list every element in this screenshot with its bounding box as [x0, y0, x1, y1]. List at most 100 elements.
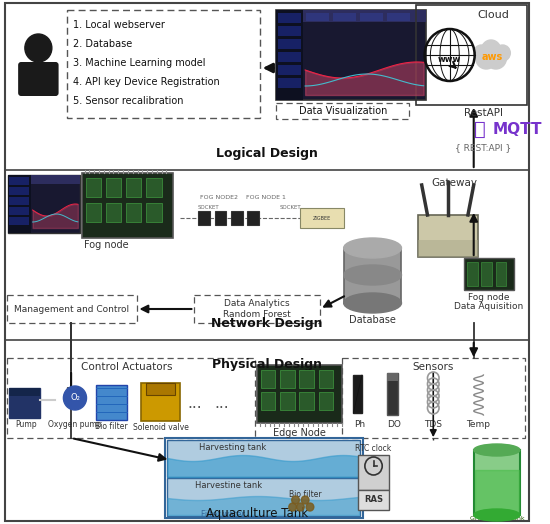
- Text: DO: DO: [387, 420, 401, 429]
- Bar: [167, 440, 360, 477]
- Bar: [86, 203, 101, 222]
- Bar: [67, 10, 260, 118]
- Bar: [306, 13, 329, 21]
- Bar: [106, 203, 121, 222]
- Bar: [276, 103, 409, 119]
- Bar: [126, 203, 141, 222]
- Text: Harvesting tank: Harvesting tank: [199, 443, 267, 452]
- Bar: [7, 358, 255, 438]
- Bar: [353, 375, 362, 413]
- Text: TDS: TDS: [424, 420, 442, 429]
- Bar: [387, 13, 410, 21]
- Bar: [278, 26, 301, 36]
- Bar: [9, 388, 40, 396]
- Circle shape: [296, 503, 304, 511]
- Text: aws: aws: [481, 52, 503, 62]
- Bar: [261, 370, 276, 388]
- Bar: [481, 262, 492, 286]
- Bar: [360, 13, 383, 21]
- Circle shape: [476, 47, 497, 69]
- Bar: [146, 383, 175, 395]
- Text: Temp: Temp: [466, 420, 491, 429]
- Bar: [9, 197, 29, 205]
- Text: ⦾: ⦾: [474, 120, 485, 139]
- Text: MQTT: MQTT: [493, 122, 542, 137]
- Text: FOG NODE2    FOG NODE 1: FOG NODE2 FOG NODE 1: [200, 195, 285, 200]
- Text: Oxygen pump: Oxygen pump: [48, 420, 102, 429]
- Ellipse shape: [344, 238, 402, 258]
- Text: SOCKET: SOCKET: [198, 205, 219, 210]
- Ellipse shape: [474, 444, 520, 456]
- Ellipse shape: [344, 265, 402, 285]
- Bar: [387, 373, 398, 415]
- Bar: [278, 65, 301, 75]
- Bar: [387, 373, 398, 381]
- Text: Bio filter: Bio filter: [289, 490, 321, 499]
- Text: 3. Machine Learning model: 3. Machine Learning model: [73, 58, 206, 68]
- Circle shape: [306, 503, 314, 511]
- Bar: [167, 478, 360, 516]
- Text: SOCKET: SOCKET: [280, 205, 301, 210]
- Text: { REST:API }: { REST:API }: [455, 143, 512, 152]
- Text: 2. Database: 2. Database: [73, 39, 133, 49]
- Text: Solenoid valve: Solenoid valve: [133, 423, 189, 432]
- Text: Pump: Pump: [15, 420, 37, 429]
- Ellipse shape: [344, 293, 402, 313]
- Bar: [299, 370, 314, 388]
- Bar: [278, 13, 301, 23]
- Bar: [474, 450, 520, 515]
- Text: Aquaculture Tank: Aquaculture Tank: [206, 507, 308, 520]
- Bar: [8, 175, 31, 233]
- Bar: [198, 211, 210, 225]
- Bar: [418, 215, 477, 257]
- Text: Gateway: Gateway: [431, 178, 477, 188]
- Bar: [82, 173, 173, 238]
- Text: Data Analytics
Random Forest: Data Analytics Random Forest: [223, 299, 291, 319]
- Bar: [231, 211, 243, 225]
- Bar: [416, 5, 527, 105]
- Text: Network Design: Network Design: [211, 317, 322, 330]
- Text: ...: ...: [214, 397, 229, 411]
- Circle shape: [485, 47, 507, 69]
- Bar: [358, 455, 389, 490]
- Text: RAS: RAS: [364, 496, 383, 505]
- Text: Control Actuators: Control Actuators: [81, 362, 173, 372]
- Bar: [278, 52, 301, 62]
- Text: ZIGBEE: ZIGBEE: [312, 215, 331, 221]
- Bar: [342, 358, 525, 438]
- Bar: [496, 262, 507, 286]
- Text: Data Aquisition: Data Aquisition: [454, 302, 524, 311]
- Bar: [9, 207, 29, 215]
- Bar: [278, 39, 301, 49]
- Text: Harvestine tank: Harvestine tank: [195, 481, 262, 490]
- Bar: [358, 490, 389, 510]
- Bar: [344, 248, 402, 303]
- Text: Data Visualization: Data Visualization: [299, 106, 387, 116]
- Bar: [276, 10, 426, 22]
- Circle shape: [301, 496, 309, 504]
- Bar: [96, 385, 127, 420]
- Bar: [7, 295, 136, 323]
- Ellipse shape: [474, 509, 520, 521]
- Text: O₂: O₂: [70, 394, 80, 402]
- Text: Database: Database: [349, 315, 396, 325]
- Text: 1. Local webserver: 1. Local webserver: [73, 20, 165, 30]
- Bar: [464, 258, 514, 290]
- Circle shape: [481, 40, 500, 60]
- Bar: [257, 365, 342, 423]
- Text: RestAPI: RestAPI: [464, 108, 503, 118]
- Bar: [8, 175, 80, 184]
- Text: Green algae tank: Green algae tank: [470, 516, 524, 521]
- Bar: [333, 13, 356, 21]
- Bar: [86, 178, 101, 197]
- Text: Ph: Ph: [355, 420, 366, 429]
- Text: ...: ...: [187, 397, 202, 411]
- Bar: [248, 211, 259, 225]
- Bar: [278, 78, 301, 88]
- Bar: [467, 262, 477, 286]
- Bar: [9, 217, 29, 225]
- Text: RTC clock: RTC clock: [355, 444, 392, 453]
- Text: Physical Design: Physical Design: [212, 358, 322, 371]
- Bar: [9, 177, 29, 185]
- Bar: [8, 175, 80, 233]
